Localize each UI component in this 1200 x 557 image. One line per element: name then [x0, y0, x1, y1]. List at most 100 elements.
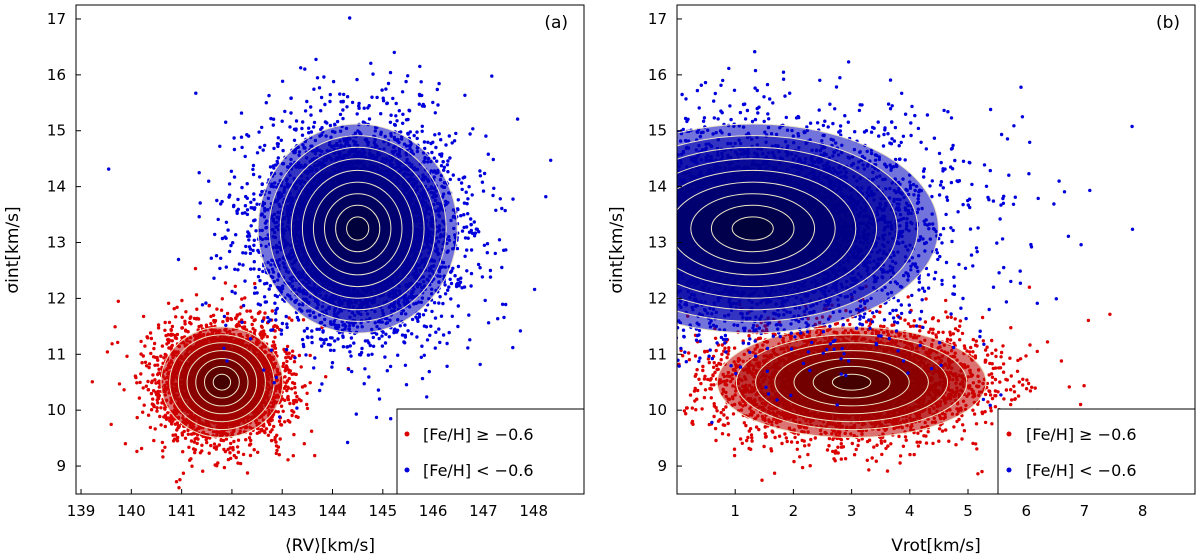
panel-a-point-metal-rich [207, 303, 211, 308]
panel-a-point-metal-rich [294, 400, 299, 404]
panel-a-point-metal-rich [229, 441, 233, 446]
panel-a-point-metal-poor [500, 302, 505, 306]
panel-a-point-metal-rich [147, 365, 151, 370]
panel-a-point-metal-rich [238, 461, 243, 466]
panel-a-point-metal-rich [139, 339, 143, 344]
panel-a-point-metal-rich [141, 314, 146, 319]
panel-a-point-metal-rich [174, 336, 179, 341]
panel-a-point-metal-poor [425, 338, 430, 342]
panel-a-point-metal-rich [152, 341, 157, 346]
panel-a-point-metal-rich [175, 428, 179, 432]
panel-a-point-metal-rich [207, 451, 211, 455]
panel-a-point-metal-rich [272, 344, 276, 349]
panel-a-point-metal-rich [247, 443, 252, 447]
panel-a-point-metal-rich [195, 441, 199, 446]
panel-a-point-metal-rich [171, 418, 175, 423]
panel-a-point-metal-rich [262, 316, 266, 320]
panel-a-point-metal-rich [153, 427, 157, 431]
panel-a-point-metal-rich [153, 378, 157, 382]
panel-a-point-metal-rich [258, 332, 262, 336]
panel-a-point-metal-poor [301, 120, 305, 124]
panel-a-point-metal-rich [169, 328, 173, 332]
panel-a-point-metal-rich [219, 308, 224, 312]
panel-a-point-metal-rich [135, 449, 139, 454]
panel-a-point-metal-rich [176, 424, 181, 428]
panel-a-point-metal-rich [156, 326, 161, 330]
panel-a-point-metal-rich [159, 406, 163, 410]
panel-a-point-metal-rich [259, 324, 264, 328]
panel-a-point-metal-rich [161, 455, 165, 459]
panel-a-point-metal-rich [260, 429, 265, 433]
panel-a-point-metal-rich [229, 317, 233, 321]
panel-a-point-metal-poor [252, 267, 256, 271]
panel-a-point-metal-rich [290, 349, 295, 353]
panel-a-point-metal-rich [265, 335, 269, 339]
panel-a-point-metal-rich [148, 331, 153, 335]
panel-a-point-metal-rich [117, 382, 122, 386]
panel-a-point-metal-rich [236, 438, 241, 442]
panel-a-point-metal-rich [286, 396, 290, 400]
panel-a-point-metal-rich [297, 397, 301, 401]
panel-a-point-metal-rich [150, 380, 154, 385]
panel-a-point-metal-rich [257, 311, 261, 315]
panel-a-point-metal-rich [157, 371, 161, 375]
panel-a-point-metal-rich [288, 420, 292, 424]
panel-a-point-metal-rich [193, 450, 197, 455]
panel-a-point-metal-rich [175, 305, 179, 309]
panel-a-point-metal-rich [155, 409, 159, 413]
panel-a-point-metal-rich [205, 325, 209, 329]
panel-a-point-metal-rich [275, 325, 280, 330]
panel-a-point-metal-rich [186, 330, 190, 334]
panel-a-point-metal-rich [189, 439, 194, 443]
panel-a-point-metal-rich [232, 453, 236, 458]
panel-a-point-metal-poor [272, 146, 276, 151]
panel-a-point-metal-rich [302, 442, 306, 446]
panel-a-point-metal-poor [380, 344, 385, 348]
panel-a-point-metal-rich [305, 391, 309, 395]
panel-a-point-metal-rich [236, 450, 241, 454]
panel-a-point-metal-rich [285, 352, 289, 356]
panel-a-point-metal-rich [275, 448, 279, 453]
panel-a-point-metal-rich [268, 430, 273, 434]
panel-a-point-metal-rich [234, 316, 238, 320]
panel-a-point-metal-rich [137, 396, 142, 400]
panel-a-point-metal-rich [245, 471, 250, 475]
panel-a-point-metal-poor [375, 95, 379, 100]
panel-a-point-metal-rich [160, 440, 165, 445]
panel-a-point-metal-poor [320, 382, 324, 386]
panel-a-point-metal-rich [250, 322, 254, 327]
panel-a-point-metal-rich [146, 413, 151, 417]
panel-a-point-metal-rich [195, 307, 199, 311]
panel-a-point-metal-rich [175, 332, 180, 337]
panel-a-point-metal-rich [109, 422, 113, 427]
panel-a-point-metal-rich [248, 309, 252, 313]
panel-a-point-metal-rich [166, 411, 170, 415]
panel-a-point-metal-rich [174, 315, 178, 319]
panel-a-point-metal-rich [225, 316, 230, 320]
panel-a-point-metal-rich [171, 433, 175, 437]
panel-a-point-metal-poor [420, 124, 424, 128]
panel-a-point-metal-rich [116, 299, 121, 303]
panel-a-point-metal-rich [244, 438, 248, 442]
panel-a-point-metal-poor [515, 117, 520, 121]
panel-a-point-metal-poor [335, 119, 340, 124]
panel-a-point-metal-rich [183, 436, 188, 440]
panel-a-point-metal-rich [201, 469, 205, 473]
panel-a-point-metal-poor [249, 224, 253, 228]
panel-a-point-metal-rich [157, 367, 161, 371]
panel-a-point-metal-rich [156, 389, 161, 394]
panel-a-point-metal-poor [276, 136, 280, 140]
panel-a-point-metal-rich [286, 368, 291, 372]
panel-a-point-metal-rich [283, 369, 287, 373]
panel-a-point-metal-rich [291, 399, 296, 403]
panel-a-point-metal-rich [212, 442, 217, 446]
panel-a-point-metal-rich [286, 458, 290, 462]
panel-a-point-metal-poor [303, 109, 308, 113]
panel-a-point-metal-rich [243, 320, 247, 325]
panel-a-point-metal-rich [281, 409, 285, 413]
panel-a-point-metal-rich [216, 461, 220, 465]
panel-a-point-metal-rich [190, 464, 194, 468]
panel-a-point-metal-rich [177, 486, 181, 490]
panel-a-point-metal-rich [257, 430, 262, 434]
